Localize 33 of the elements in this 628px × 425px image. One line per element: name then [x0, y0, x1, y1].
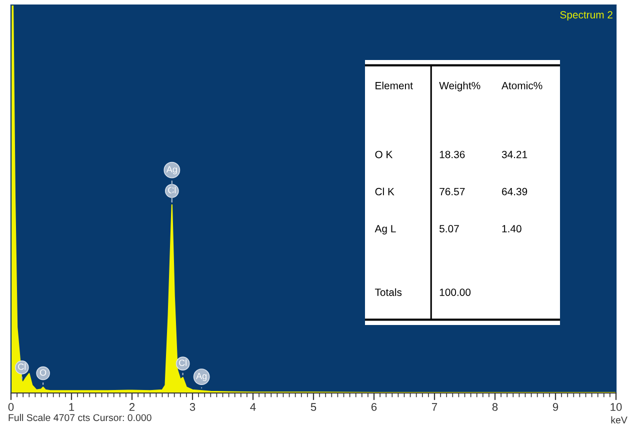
x-tick-label: 8	[492, 403, 498, 411]
x-axis-title: keV	[611, 416, 628, 424]
text: Full Scale 4707 cts Cursor: 0.000	[8, 414, 152, 422]
annotation: O	[40, 369, 46, 376]
annotation: 76.57	[440, 188, 465, 196]
x-tick-label: 1	[69, 403, 74, 411]
x-tick-label: 0	[8, 403, 14, 411]
annotation: 34.21	[502, 150, 528, 158]
annotation: Totals	[374, 288, 402, 296]
text: Spectrum 2	[560, 11, 612, 21]
annotation: Cl	[179, 359, 186, 366]
x-tick-label: 7	[432, 403, 438, 411]
annotation: 18.36	[440, 150, 465, 158]
annotation: Cl K	[375, 188, 394, 196]
x-tick-label: 10	[610, 403, 622, 411]
annotation: Ag	[166, 166, 177, 174]
x-tick-label: 4	[250, 403, 256, 411]
annotation: 5.07	[440, 225, 459, 232]
annotation: Element	[376, 82, 413, 90]
annotation: Atomic%	[502, 82, 542, 90]
x-tick-label: 9	[552, 403, 558, 411]
x-tick-label: 2	[129, 403, 135, 411]
annotation: Ag L	[374, 225, 396, 234]
annotation: Weight%	[439, 82, 480, 92]
annotation: 1.40	[502, 225, 522, 232]
x-tick-label: 5	[310, 403, 316, 411]
annotation: Cl	[18, 363, 26, 370]
x-tick-label: 6	[371, 403, 377, 411]
annotation: O K	[375, 150, 393, 158]
annotation: 64.39	[502, 188, 528, 196]
x-tick-label: 3	[190, 403, 196, 411]
annotation: Ag	[196, 372, 207, 381]
annotation: 100.00	[440, 288, 471, 296]
